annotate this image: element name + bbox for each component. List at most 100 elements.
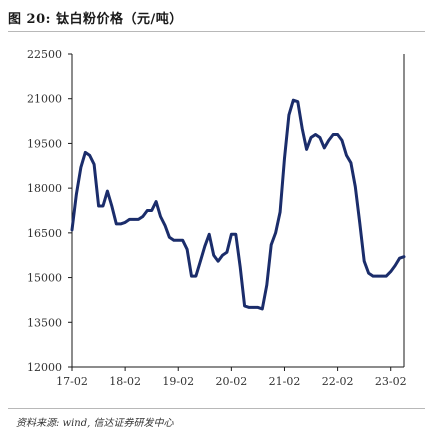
data-point — [128, 218, 131, 221]
title-divider — [8, 31, 425, 32]
y-tick-label: 13500 — [27, 316, 62, 329]
data-point — [75, 192, 78, 196]
data-point — [247, 306, 251, 309]
data-point — [225, 251, 229, 254]
data-point — [318, 136, 322, 139]
data-point — [185, 248, 189, 251]
data-point — [230, 233, 233, 236]
data-point — [332, 133, 335, 136]
data-point — [336, 133, 339, 136]
data-point — [296, 100, 299, 103]
data-point — [327, 139, 330, 142]
data-point — [79, 166, 83, 169]
data-point — [243, 304, 246, 308]
x-tick-label: 22-02 — [322, 375, 354, 388]
data-point — [110, 204, 114, 208]
data-point — [256, 306, 260, 309]
data-point — [252, 306, 255, 309]
x-tick-label: 20-02 — [216, 375, 248, 388]
data-point — [234, 233, 237, 236]
data-point — [283, 157, 286, 160]
data-point — [199, 260, 202, 263]
data-point — [376, 274, 379, 278]
data-point — [101, 204, 105, 208]
data-point — [314, 133, 317, 136]
y-axis-ticks: 12000 13500 15000 16500 18000 19500 21000 22500 — [27, 48, 72, 374]
data-point — [154, 200, 158, 203]
data-point — [115, 222, 118, 226]
data-point — [212, 254, 215, 257]
data-point — [123, 221, 127, 224]
data-point — [216, 260, 220, 263]
y-tick-label: 21000 — [27, 93, 62, 106]
data-point — [181, 239, 184, 242]
x-tick-label: 18-02 — [109, 375, 141, 388]
data-point — [274, 231, 277, 235]
data-point — [371, 274, 375, 278]
data-point — [389, 270, 392, 273]
data-point — [380, 274, 384, 278]
data-point — [172, 239, 175, 242]
data-point — [292, 99, 295, 102]
data-point — [323, 146, 326, 150]
data-point — [393, 264, 397, 267]
data-point — [92, 163, 96, 166]
data-point — [287, 113, 291, 117]
data-point — [349, 161, 353, 164]
data-point — [168, 236, 171, 239]
data-point — [70, 228, 74, 232]
price-series-line — [70, 98, 406, 311]
data-point — [398, 257, 401, 260]
y-tick-label: 22500 — [27, 48, 62, 61]
data-point — [88, 154, 91, 157]
data-point — [367, 271, 370, 275]
y-tick-label: 16500 — [27, 227, 62, 240]
data-point — [261, 307, 264, 311]
data-point — [221, 254, 224, 257]
data-point — [363, 260, 366, 263]
data-point — [163, 224, 167, 227]
data-point — [194, 274, 198, 278]
data-point — [106, 189, 109, 193]
x-tick-label: 17-02 — [56, 375, 88, 388]
data-point — [385, 274, 388, 278]
data-point — [150, 209, 153, 212]
data-point — [190, 274, 193, 278]
data-point — [97, 204, 100, 208]
data-point — [239, 265, 242, 269]
data-point — [270, 243, 273, 246]
data-point — [146, 209, 149, 212]
data-point — [208, 233, 211, 236]
data-point — [305, 148, 308, 151]
data-point — [354, 185, 357, 188]
data-point — [141, 215, 144, 218]
data-point — [340, 139, 344, 142]
data-point — [119, 222, 122, 226]
data-point — [177, 239, 180, 242]
data-point — [278, 210, 282, 214]
y-tick-label: 19500 — [27, 137, 62, 150]
data-point — [132, 218, 136, 221]
data-point — [159, 215, 162, 218]
chart-title: 图 20: 钛白粉价格（元/吨） — [8, 12, 183, 27]
data-point — [358, 221, 361, 224]
data-point — [203, 245, 206, 248]
data-point — [345, 154, 348, 157]
y-tick-label: 15000 — [27, 272, 62, 285]
y-tick-label: 18000 — [27, 182, 62, 195]
data-point — [301, 127, 304, 130]
x-tick-label: 21-02 — [269, 375, 301, 388]
data-point — [402, 255, 406, 258]
data-point — [309, 136, 313, 139]
series-layer — [70, 98, 406, 311]
plot-axes — [71, 54, 405, 368]
x-axis-ticks: 17-02 18-02 19-02 20-02 21-02 22-02 23-02 — [56, 367, 407, 388]
data-point — [265, 283, 268, 287]
x-tick-label: 19-02 — [162, 375, 194, 388]
y-tick-label: 12000 — [27, 361, 62, 374]
source-note: 资料来源: wind, 信达证券研发中心 — [16, 418, 174, 429]
x-tick-label: 23-02 — [375, 375, 407, 388]
data-point — [137, 218, 140, 221]
data-point — [84, 151, 87, 154]
